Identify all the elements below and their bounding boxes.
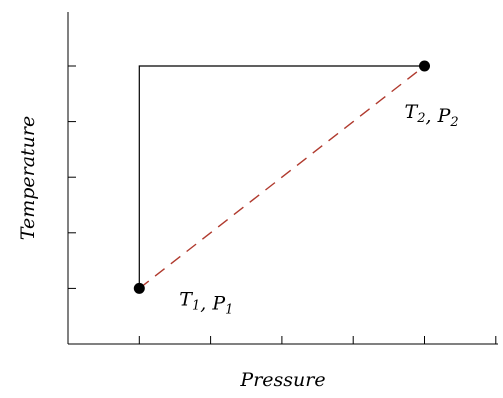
dashed-path-line: [138, 65, 425, 289]
point-2-label: T2, P2: [405, 101, 459, 130]
series: [138, 65, 425, 289]
solid-path-line: [138, 65, 425, 289]
y-axis-label: Temperature: [17, 116, 39, 240]
x-axis-label: Pressure: [239, 369, 325, 391]
axes: [67, 12, 498, 345]
ticks: [68, 65, 497, 344]
data-points: [133, 60, 430, 294]
point-1: [133, 282, 145, 294]
point-labels: T1, P1 T2, P2: [179, 101, 458, 317]
point-2: [419, 60, 430, 72]
point-1-label: T1, P1: [179, 288, 233, 317]
